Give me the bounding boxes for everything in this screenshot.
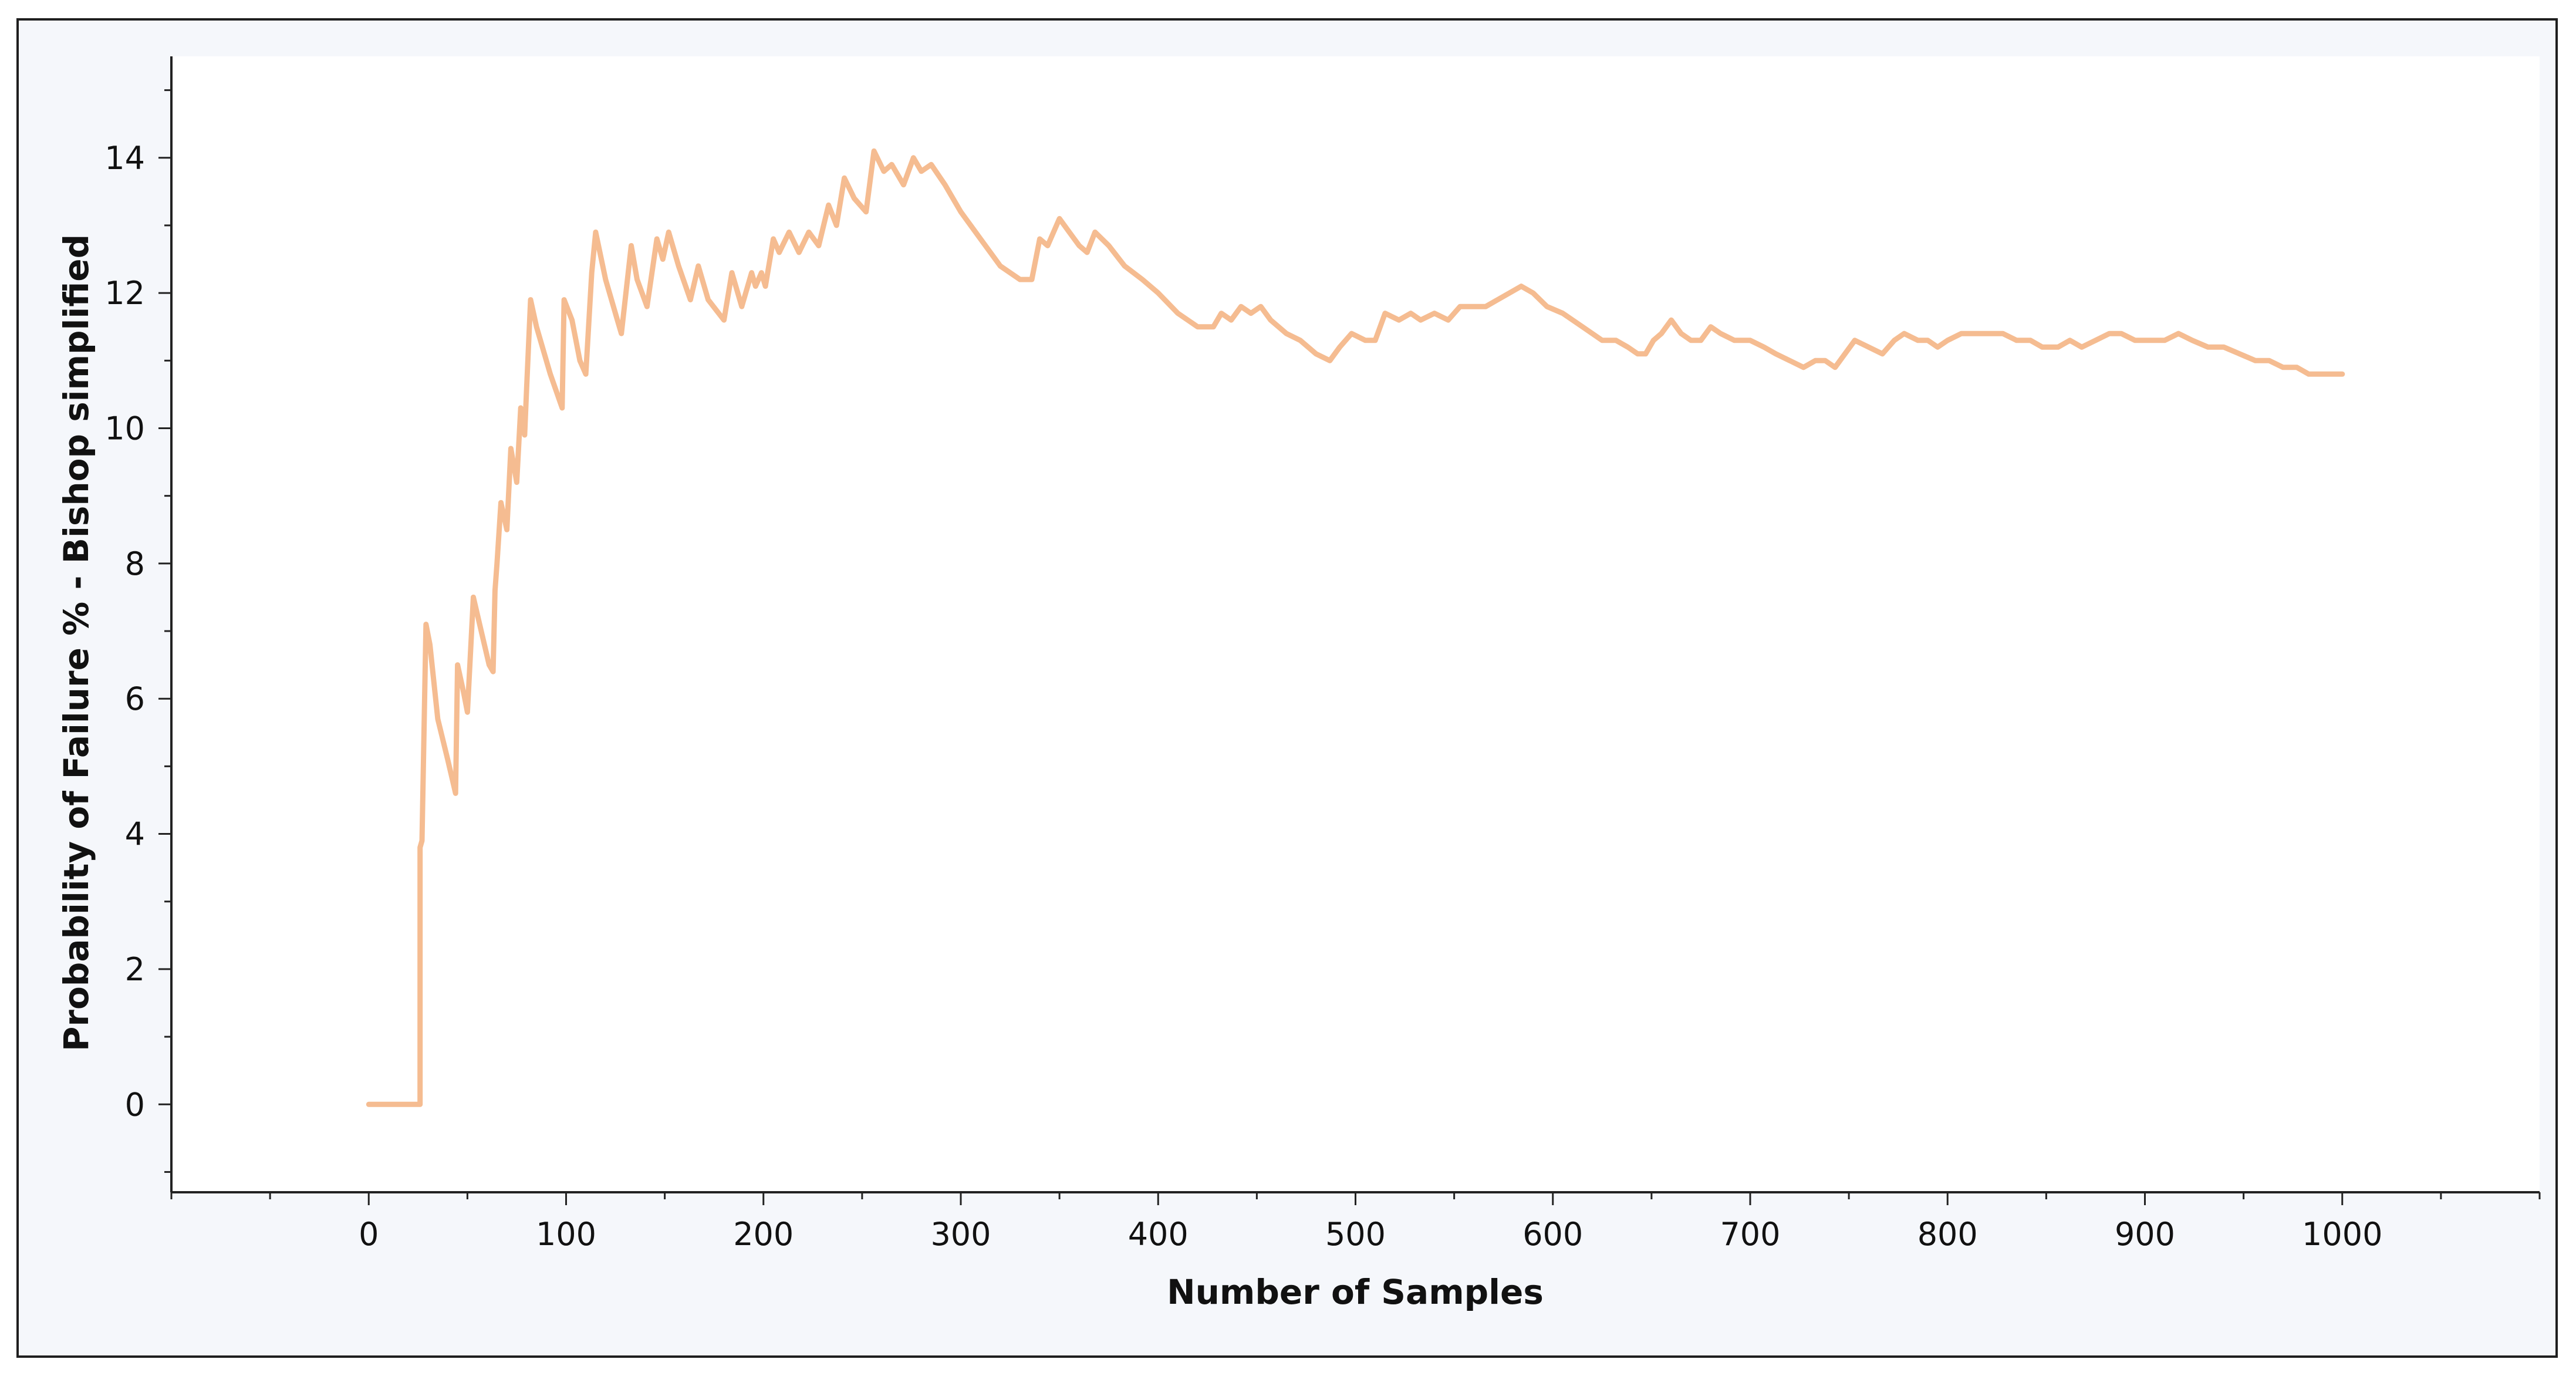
x-axis-title: Number of Samples	[1167, 1272, 1544, 1312]
y-tick-label: 0	[125, 1086, 145, 1123]
y-tick-label: 14	[104, 140, 145, 177]
y-tick-label: 6	[125, 680, 145, 717]
x-tick-label: 600	[1522, 1216, 1583, 1253]
x-tick-label: 400	[1128, 1216, 1189, 1253]
y-tick-label: 8	[125, 545, 145, 582]
x-tick-label: 1000	[2302, 1216, 2382, 1253]
y-tick-label: 4	[125, 816, 145, 853]
y-axis-title: Probability of Failure % - Bishop simpli…	[56, 234, 96, 1051]
y-tick-label: 12	[104, 275, 145, 312]
x-tick-label: 500	[1325, 1216, 1386, 1253]
x-tick-label: 100	[536, 1216, 596, 1253]
x-tick-label: 700	[1720, 1216, 1780, 1253]
x-tick-label: 200	[733, 1216, 794, 1253]
axes: 0 100 200 300 400 500 600 700 800 900 1000 0 2 4 6 8 10 1…	[104, 56, 2541, 1253]
x-tick-label: 900	[2115, 1216, 2175, 1253]
y-tick-label: 10	[104, 410, 145, 447]
x-tick-label: 0	[359, 1216, 379, 1253]
x-tick-label: 300	[930, 1216, 991, 1253]
series-layer	[366, 148, 2345, 1107]
x-tick-label: 800	[1917, 1216, 1978, 1253]
plot-area	[171, 56, 2540, 1192]
y-tick-label: 2	[125, 951, 145, 988]
series-line-0	[366, 148, 2345, 1107]
